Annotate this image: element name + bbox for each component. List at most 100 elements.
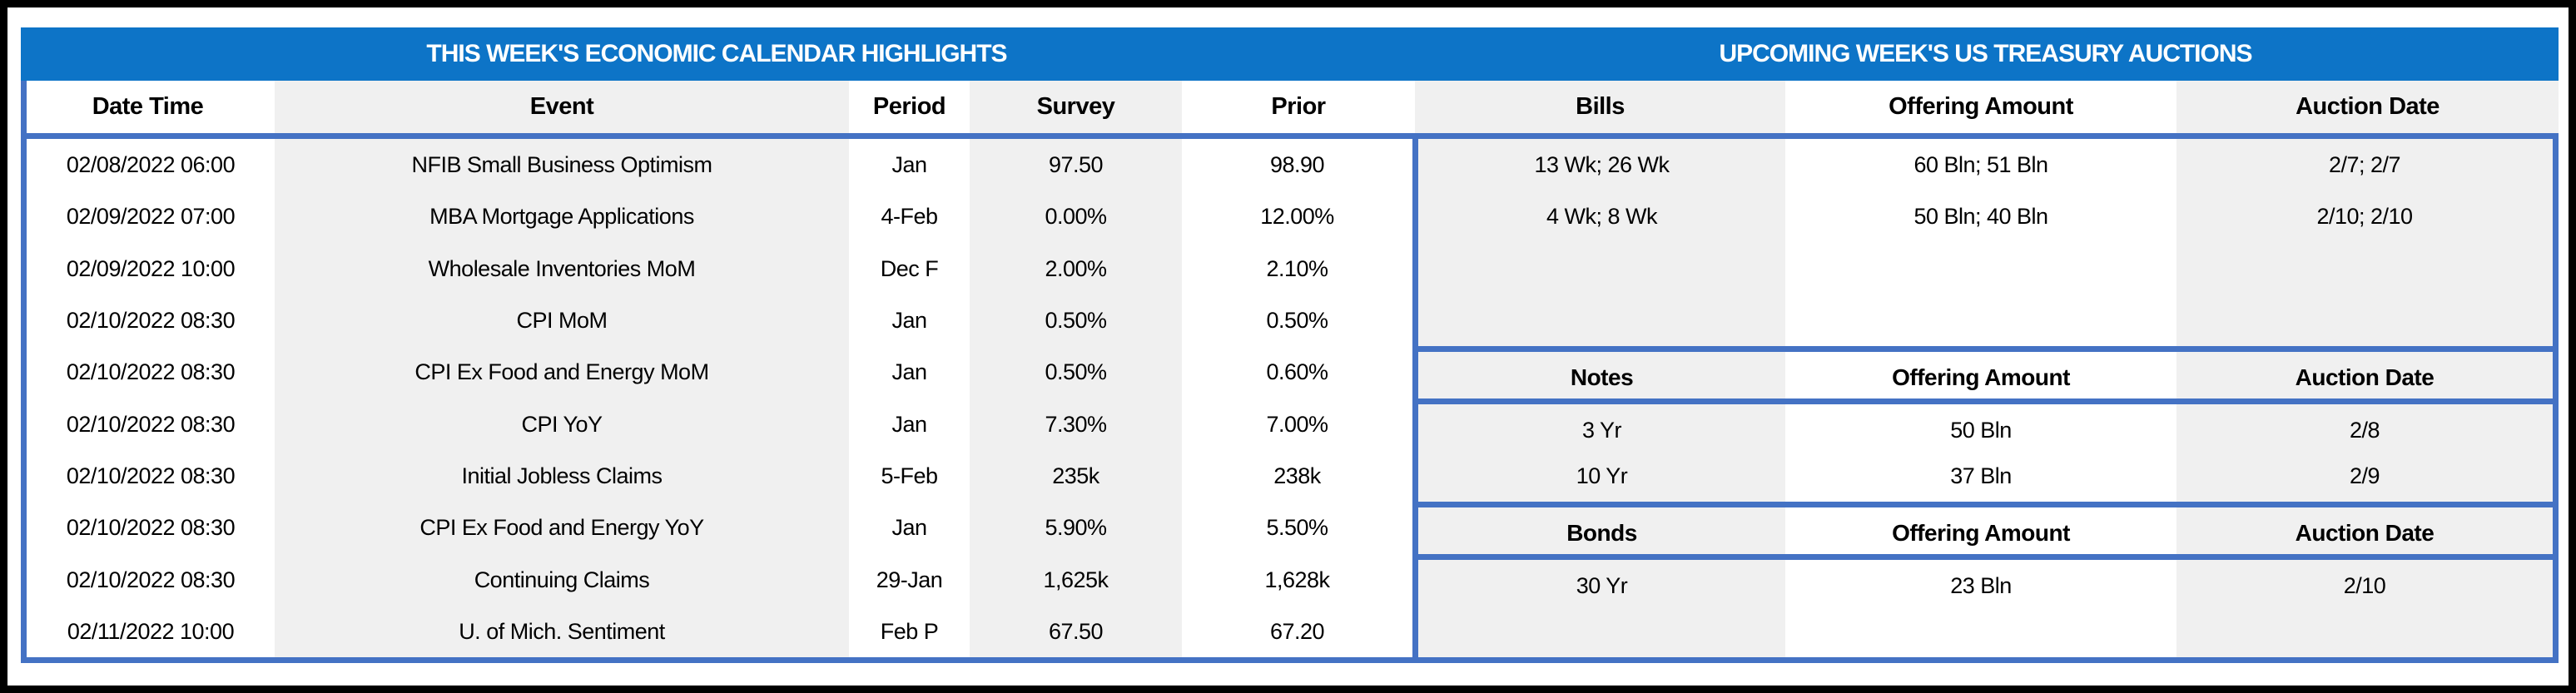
cell-survey: 0.00% — [1045, 203, 1107, 229]
cell-event: Continuing Claims — [474, 567, 650, 592]
section-header-notes: Notes — [1570, 364, 1634, 390]
col-header-date-time: Date Time — [92, 93, 204, 120]
cell-event: NFIB Small Business Optimism — [411, 151, 712, 177]
event-column-stripe — [275, 81, 849, 663]
cell-auction-date: 2/10 — [2343, 572, 2386, 598]
cell-period: Jan — [891, 307, 927, 333]
cell-bills: 4 Wk; 8 Wk — [1546, 203, 1658, 229]
notes-section-bottom-divider — [1412, 398, 2559, 404]
cell-period: Dec F — [880, 255, 939, 281]
section-header-auction-date: Auction Date — [2295, 364, 2435, 390]
title-bar — [21, 27, 2559, 81]
col-header-offering-amount: Offering Amount — [1889, 93, 2073, 120]
cell-date-time: 02/10/2022 08:30 — [66, 567, 236, 592]
table-row: 02/10/2022 08:30 Continuing Claims 29-Ja… — [27, 554, 1412, 606]
cell-prior: 238k — [1273, 463, 1321, 488]
section-header-offering-amount: Offering Amount — [1892, 520, 2070, 546]
cell-survey: 1,625k — [1043, 567, 1109, 592]
cell-event: CPI YoY — [521, 411, 603, 437]
col-header-period: Period — [872, 93, 946, 120]
cell-offering-amount: 23 Bln — [1950, 572, 2012, 598]
cell-prior: 67.20 — [1269, 618, 1325, 644]
cell-survey: 2.00% — [1045, 255, 1107, 281]
cell-offering-amount: 50 Bln — [1950, 417, 2012, 443]
cell-event: U. of Mich. Sentiment — [459, 618, 665, 644]
cell-date-time: 02/10/2022 08:30 — [66, 359, 236, 384]
cell-notes: 3 Yr — [1581, 417, 1622, 443]
cell-bills: 13 Wk; 26 Wk — [1534, 151, 1670, 177]
table-row: 02/10/2022 08:30 Initial Jobless Claims … — [27, 450, 1412, 502]
cell-prior: 1,628k — [1264, 567, 1330, 592]
cell-date-time: 02/10/2022 08:30 — [66, 307, 236, 333]
cell-period: 5-Feb — [881, 463, 938, 488]
section-header-bonds: Bonds — [1566, 520, 1637, 546]
economic-calendar-title-segment: THIS WEEK'S ECONOMIC CALENDAR HIGHLIGHTS — [21, 27, 1412, 81]
treasury-auctions-title-segment: UPCOMING WEEK'S US TREASURY AUCTIONS — [1412, 27, 2559, 81]
table-row: 4 Wk; 8 Wk 50 Bln; 40 Bln 2/10; 2/10 — [1418, 191, 2553, 242]
cell-bonds: 30 Yr — [1576, 572, 1628, 598]
cell-survey: 235k — [1052, 463, 1099, 488]
cell-survey: 5.90% — [1045, 514, 1107, 540]
economic-calendar-title: THIS WEEK'S ECONOMIC CALENDAR HIGHLIGHTS — [426, 40, 1007, 67]
cell-prior: 0.50% — [1266, 307, 1328, 333]
cell-prior: 5.50% — [1266, 514, 1328, 540]
cell-prior: 7.00% — [1266, 411, 1328, 437]
cell-prior: 2.10% — [1266, 255, 1328, 281]
table-row: 02/10/2022 08:30 CPI MoM Jan 0.50% 0.50% — [27, 295, 1412, 346]
table-row: 10 Yr 37 Bln 2/9 — [1418, 450, 2553, 502]
section-header-auction-date: Auction Date — [2295, 520, 2435, 546]
column-header-row: Date Time Event Period Survey Prior Bill… — [21, 81, 2559, 133]
col-header-auction-date: Auction Date — [2296, 93, 2440, 120]
cell-period: Feb P — [880, 618, 939, 644]
cell-period: Jan — [891, 411, 927, 437]
cell-survey: 7.30% — [1045, 411, 1107, 437]
right-border — [2553, 133, 2559, 663]
notes-section-header-row: Notes Offering Amount Auction Date — [1418, 352, 2553, 403]
treasury-auctions-title: UPCOMING WEEK'S US TREASURY AUCTIONS — [1719, 40, 2252, 67]
table-separator-border — [1412, 133, 1418, 663]
cell-auction-date: 2/10; 2/10 — [2316, 203, 2413, 229]
section-header-offering-amount: Offering Amount — [1892, 364, 2070, 390]
bottom-rule — [21, 657, 2559, 663]
cell-auction-date: 2/9 — [2349, 463, 2380, 488]
cell-survey: 67.50 — [1048, 618, 1104, 644]
bonds-section-bottom-divider — [1412, 554, 2559, 560]
cell-notes: 10 Yr — [1576, 463, 1628, 488]
cell-offering-amount: 37 Bln — [1950, 463, 2012, 488]
cell-event: Wholesale Inventories MoM — [428, 255, 696, 281]
cell-event: CPI MoM — [516, 307, 608, 333]
survey-column-stripe — [970, 81, 1182, 663]
table-row: 02/09/2022 07:00 MBA Mortgage Applicatio… — [27, 191, 1412, 242]
cell-date-time: 02/08/2022 06:00 — [66, 151, 236, 177]
cell-prior: 12.00% — [1260, 203, 1334, 229]
cell-date-time: 02/11/2022 10:00 — [67, 618, 235, 644]
cell-event: Initial Jobless Claims — [461, 463, 663, 488]
table-row: 02/08/2022 06:00 NFIB Small Business Opt… — [27, 139, 1412, 191]
table-row: 3 Yr 50 Bln 2/8 — [1418, 404, 2553, 456]
cell-survey: 97.50 — [1048, 151, 1104, 177]
cell-date-time: 02/09/2022 07:00 — [66, 203, 236, 229]
cell-period: 29-Jan — [876, 567, 943, 592]
cell-prior: 98.90 — [1269, 151, 1325, 177]
table-row: 02/09/2022 10:00 Wholesale Inventories M… — [27, 243, 1412, 295]
cell-survey: 0.50% — [1045, 359, 1107, 384]
col-header-event: Event — [529, 93, 594, 120]
bonds-section-header-row: Bonds Offering Amount Auction Date — [1418, 507, 2553, 559]
col-header-prior: Prior — [1271, 93, 1326, 120]
cell-event: CPI Ex Food and Energy MoM — [414, 359, 709, 384]
cell-auction-date: 2/7; 2/7 — [2328, 151, 2401, 177]
cell-event: MBA Mortgage Applications — [429, 203, 694, 229]
cell-survey: 0.50% — [1045, 307, 1107, 333]
cell-period: 4-Feb — [881, 203, 938, 229]
cell-prior: 0.60% — [1266, 359, 1328, 384]
cell-period: Jan — [891, 514, 927, 540]
cell-date-time: 02/10/2022 08:30 — [66, 411, 236, 437]
bills-column-stripe — [1415, 81, 1785, 663]
table-row: 13 Wk; 26 Wk 60 Bln; 51 Bln 2/7; 2/7 — [1418, 139, 2553, 191]
cell-date-time: 02/09/2022 10:00 — [66, 255, 236, 281]
cell-auction-date: 2/8 — [2349, 417, 2380, 443]
cell-date-time: 02/10/2022 08:30 — [66, 514, 236, 540]
auction-column-stripe — [2176, 81, 2559, 663]
cell-offering-amount: 60 Bln; 51 Bln — [1913, 151, 2048, 177]
bonds-section-top-divider — [1412, 502, 2559, 507]
